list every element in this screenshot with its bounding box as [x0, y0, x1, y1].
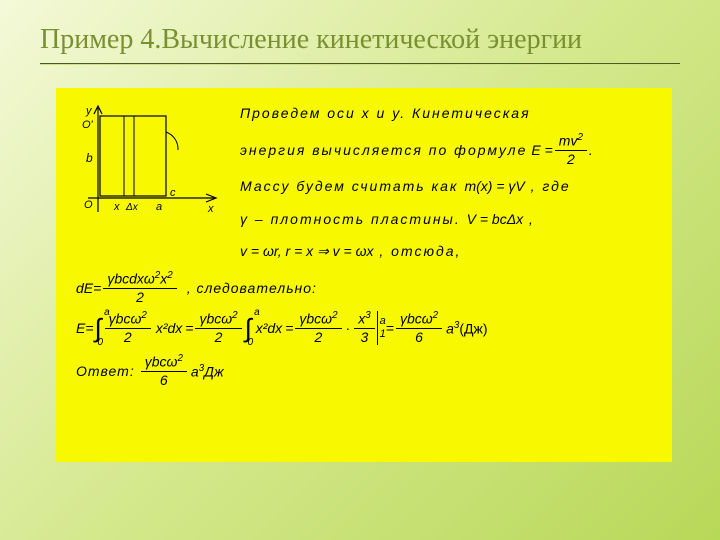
diagram-label-c: c	[170, 187, 176, 199]
text-block: Проведем оси x и y. Кинетическая энергия…	[240, 98, 658, 265]
line-1: Проведем оси x и y. Кинетическая	[240, 100, 658, 127]
diagram-label-b: b	[86, 151, 93, 165]
line-2: энергия вычисляется по формуле E = mv2 2…	[240, 133, 658, 167]
integral-symbol: ∫ a 0	[95, 313, 102, 344]
diagram-label-x: x	[113, 201, 120, 213]
line-3: Массу будем считать как m(x) = γV , где	[240, 173, 658, 200]
formula-E: mv2 2	[555, 133, 587, 167]
answer-row: Ответ: γbcω2 6 a3Дж	[76, 354, 658, 388]
diagram-label-a: a	[156, 201, 162, 213]
formula-dE: dE = γbcdxω2x2 2 , следовательно:	[76, 271, 658, 305]
line-4: γ – плотность пластины. V = bcΔx ,	[240, 206, 658, 233]
rotation-diagram: y O' b O x Δx a c x	[68, 102, 218, 242]
formula-integral: E = ∫ a 0 γbcω2 2 x²dx = γbcω2 2 ∫ a 0 x…	[76, 311, 658, 345]
diagram-label-axis-x: x	[207, 203, 214, 215]
diagram-label-Oprime: O'	[82, 119, 94, 131]
content-panel: y O' b O x Δx a c x Проведем оси x и y. …	[56, 88, 672, 462]
diagram-label-O: O	[84, 199, 93, 211]
title-underline	[40, 63, 680, 64]
slide-title: Пример 4.Вычисление кинетической энергии	[40, 22, 680, 57]
eval-bar: a1	[377, 311, 386, 345]
diagram-label-y: y	[85, 105, 93, 117]
line-5: v = ωr, r = x ⇒ v = ωx , отсюда,	[240, 238, 658, 265]
diagram-label-dx: Δx	[125, 202, 139, 213]
